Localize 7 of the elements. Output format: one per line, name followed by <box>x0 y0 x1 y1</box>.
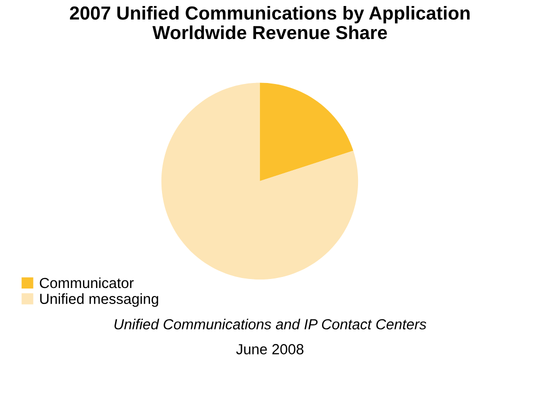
legend-label: Unified messaging <box>40 293 158 307</box>
text: Unified Communications and IP Contact Centers <box>114 318 426 330</box>
chart-title: 2007 Unified Communications by Application Worldwide Revenue Share <box>70 6 470 40</box>
pie-slice <box>260 82 354 182</box>
text: June 2008 <box>236 344 304 354</box>
legend-label: Communicator <box>40 277 134 288</box>
pie-slice <box>161 82 358 280</box>
